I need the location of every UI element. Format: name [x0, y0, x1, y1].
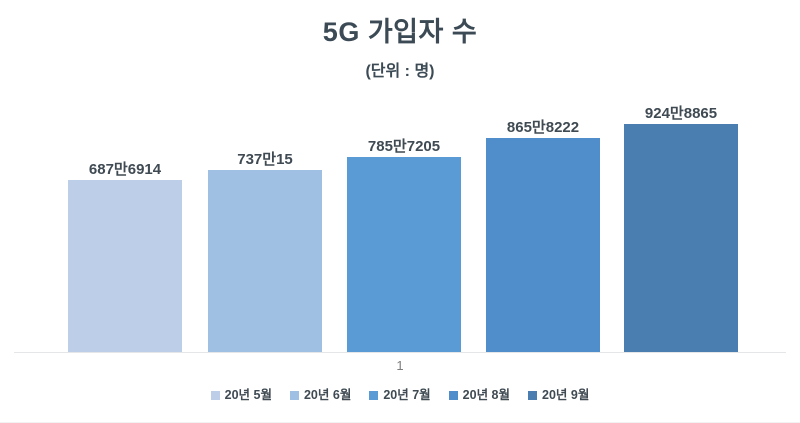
chart-subtitle-unit: (단위 : 명) [365, 63, 435, 80]
legend-item-20년-5월[interactable]: 20년 5월 [210, 388, 272, 403]
bar-20년-9월[interactable] [624, 124, 738, 352]
bar-value-label: 737만15 [237, 151, 293, 168]
plot-area: 687만6914 737만15 785만7205 865만8222 924만88… [0, 90, 800, 353]
legend-item-20년-9월[interactable]: 20년 9월 [528, 388, 589, 403]
legend-item-20년-8월[interactable]: 20년 8월 [448, 388, 511, 403]
bar-20년-8월[interactable] [486, 138, 600, 352]
bar-value-label: 924만8865 [644, 105, 718, 122]
chart-legend: 20년 5월 20년 6월 20년 7월 20년 8월 20년 9월 [0, 388, 800, 403]
legend-label: 20년 6월 [303, 388, 352, 402]
bar-20년-7월[interactable] [347, 157, 461, 352]
bar-group: 865만8222 [486, 119, 600, 352]
legend-swatch-icon [448, 391, 458, 400]
legend-swatch-icon [528, 391, 538, 400]
legend-label: 20년 8월 [462, 388, 511, 402]
bar-value-label: 785만7205 [367, 138, 441, 155]
legend-label: 20년 9월 [542, 388, 590, 402]
legend-item-20년-7월[interactable]: 20년 7월 [369, 388, 431, 403]
bar-20년-6월[interactable] [208, 170, 322, 352]
legend-swatch-icon [210, 391, 220, 400]
legend-swatch-icon [369, 391, 379, 400]
x-axis-tick-label: 1 [396, 358, 404, 373]
bar-group: 687만6914 [68, 161, 182, 352]
legend-label: 20년 5월 [224, 388, 272, 402]
bar-group: 737만15 [208, 151, 322, 352]
bar-value-label: 865만8222 [506, 119, 580, 136]
legend-item-20년-6월[interactable]: 20년 6월 [289, 388, 352, 403]
bar-group: 785만7205 [347, 138, 461, 352]
bar-value-label: 687만6914 [88, 161, 162, 178]
bar-group: 924만8865 [624, 105, 738, 352]
x-axis-line [14, 352, 786, 353]
legend-swatch-icon [289, 391, 299, 400]
chart-title: 5G 가입자 수 [322, 17, 478, 47]
bar-20년-5월[interactable] [68, 180, 182, 352]
legend-label: 20년 7월 [383, 388, 431, 402]
